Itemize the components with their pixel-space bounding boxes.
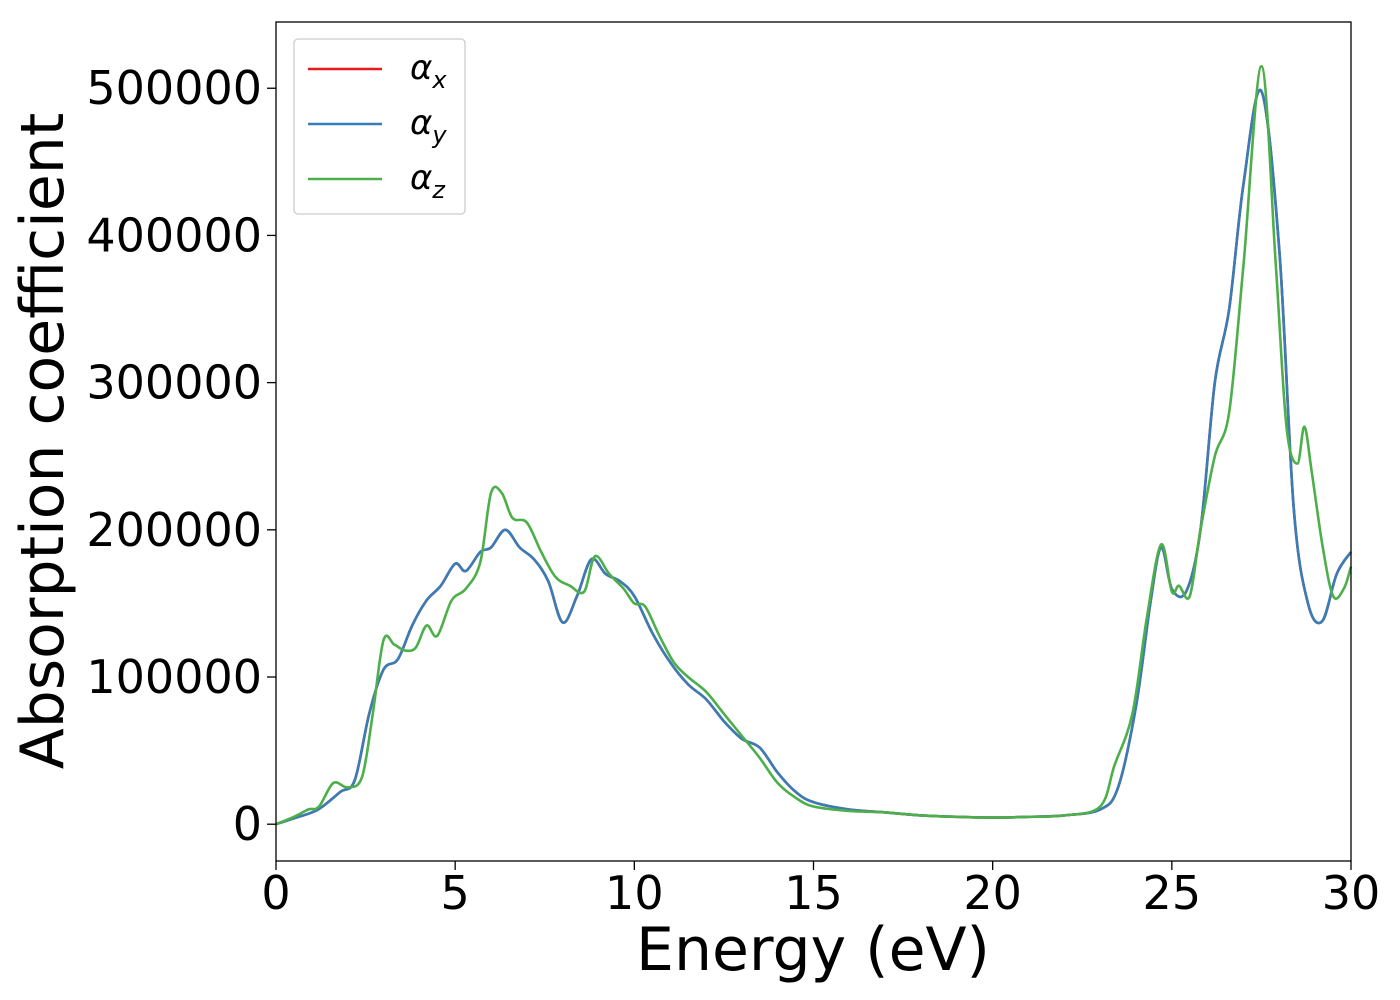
y-tick-label: 0 (233, 797, 262, 851)
x-tick-label: 20 (963, 866, 1022, 920)
x-tick-label: 15 (784, 866, 843, 920)
series-layer (275, 64, 1353, 826)
legend-box (293, 38, 466, 215)
x-tick-label: 0 (261, 866, 290, 920)
y-tick-label: 300000 (86, 356, 262, 410)
y-tick-label: 100000 (86, 650, 262, 704)
x-tick-label: 10 (605, 866, 664, 920)
y-tick-label: 400000 (86, 208, 262, 262)
x-tick-label: 30 (1322, 866, 1381, 920)
y-tick-label: 500000 (86, 61, 262, 115)
x-tick-label: 25 (1143, 866, 1202, 920)
series-line-z (275, 64, 1353, 826)
x-axis-ticks: 0 5 10 15 20 25 30 (261, 861, 1380, 920)
y-tick-label: 200000 (86, 503, 262, 557)
x-tick-label: 5 (441, 866, 470, 920)
series-line-y (275, 88, 1353, 826)
x-axis-title: Energy (eV) (636, 915, 990, 985)
y-axis-title: Absorption coefficient (8, 113, 78, 770)
legend-label-x: αx (410, 48, 447, 94)
y-axis-ticks: 0 100000 200000 300000 400000 500000 (86, 61, 276, 851)
